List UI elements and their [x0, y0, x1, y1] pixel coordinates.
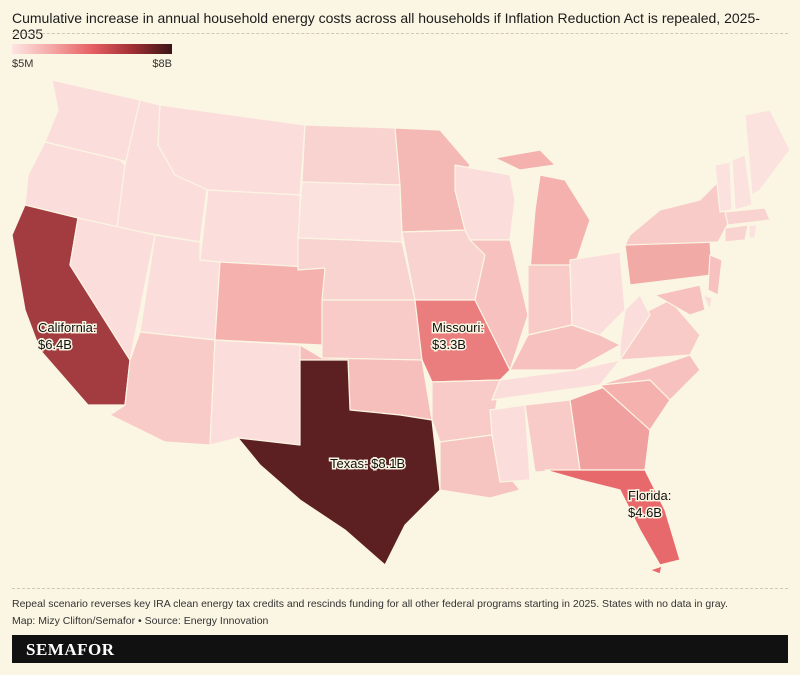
label-missouri: Missouri: $3.3B [432, 320, 484, 352]
label-florida: Florida: $4.6B [628, 488, 671, 520]
state-co[interactable] [214, 261, 326, 346]
footnote-divider [12, 588, 788, 589]
footnote: Repeal scenario reverses key IRA clean e… [12, 598, 728, 610]
state-ks[interactable] [321, 299, 423, 361]
state-ri[interactable] [748, 224, 758, 239]
state-wv[interactable] [619, 294, 651, 361]
state-wy[interactable] [199, 189, 301, 271]
legend-min-label: $5M [12, 58, 34, 70]
brand-footer: SEMAFOR [12, 635, 788, 663]
chart-title: Cumulative increase in annual household … [12, 10, 760, 42]
state-nd[interactable] [301, 124, 401, 186]
state-pa[interactable] [624, 239, 713, 286]
label-texas: Texas: $8.1B [330, 456, 405, 471]
color-legend: $5M $8B [12, 44, 172, 70]
state-md[interactable] [654, 284, 706, 316]
state-nm[interactable] [209, 339, 301, 446]
state-vt[interactable] [714, 161, 733, 213]
legend-gradient-bar [12, 44, 172, 54]
legend-max-label: $8B [152, 58, 172, 70]
state-ms[interactable] [489, 404, 531, 483]
state-de[interactable] [702, 294, 713, 311]
label-california: California: $6.4B [38, 320, 97, 352]
state-tx[interactable] [237, 359, 441, 566]
state-nh[interactable] [731, 154, 753, 211]
state-fl[interactable] [544, 469, 681, 575]
state-nj[interactable] [707, 254, 723, 296]
state-il[interactable] [469, 239, 529, 371]
state-ma[interactable] [724, 207, 771, 226]
state-tn[interactable] [491, 359, 621, 401]
state-oh[interactable] [569, 251, 626, 336]
title-divider [12, 33, 788, 34]
source-credit: Map: Mizy Clifton/Semafor • Source: Ener… [12, 615, 269, 627]
state-ct[interactable] [724, 224, 749, 243]
state-ny[interactable] [624, 179, 731, 246]
state-sd[interactable] [297, 181, 403, 243]
semafor-logo: SEMAFOR [26, 640, 115, 659]
state-in[interactable] [527, 264, 573, 336]
state-me[interactable] [744, 109, 791, 196]
state-nc[interactable] [599, 354, 701, 401]
us-choropleth-map: California: $6.4B Missouri: $3.3B Texas: $8.… [11, 79, 791, 575]
